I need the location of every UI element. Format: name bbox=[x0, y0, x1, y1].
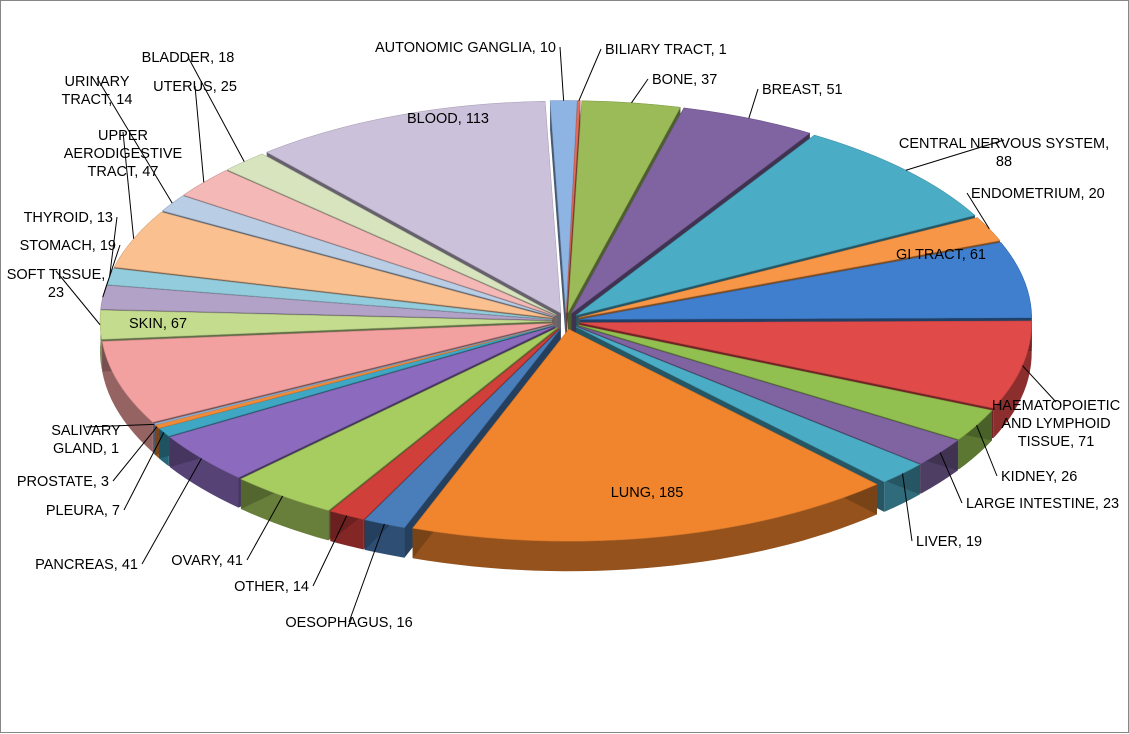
slice-label-ovary: OVARY, 41 bbox=[171, 553, 243, 569]
leader-line-urinary-tract bbox=[96, 77, 173, 204]
slice-liver bbox=[575, 326, 921, 483]
leader-line-pancreas bbox=[141, 458, 202, 565]
leader-line-central-nervous-system bbox=[905, 139, 1005, 171]
slice-label-urinary-tract: URINARY TRACT, 14 bbox=[62, 74, 133, 108]
slice-label-kidney: KIDNEY, 26 bbox=[1001, 469, 1077, 485]
slice-label-skin: SKIN, 67 bbox=[129, 316, 187, 332]
leader-line-endometrium bbox=[966, 192, 990, 230]
leader-line-prostate bbox=[112, 426, 158, 482]
leader-line-other bbox=[312, 515, 348, 587]
slice-side-lung bbox=[412, 484, 877, 572]
slice-wall-autonomic-ganglia-0 bbox=[550, 100, 566, 343]
leader-line-haematopoietic-and-lymphoid-tissue bbox=[1022, 365, 1057, 403]
slice-label-bone: BONE, 37 bbox=[652, 72, 717, 88]
leader-line-autonomic-ganglia bbox=[559, 46, 565, 101]
leader-line-large-intestine bbox=[939, 452, 963, 504]
slice-label-large-intestine: LARGE INTESTINE, 23 bbox=[966, 496, 1119, 512]
slice-label-biliary-tract: BILIARY TRACT, 1 bbox=[605, 42, 727, 58]
leader-line-uterus bbox=[194, 85, 205, 183]
slice-label-lung: LUNG, 185 bbox=[611, 485, 684, 501]
slice-skin bbox=[101, 323, 553, 423]
slice-label-oesophagus: OESOPHAGUS, 16 bbox=[285, 615, 412, 631]
leader-line-bone bbox=[631, 78, 649, 104]
slice-label-soft-tissue: SOFT TISSUE, 23 bbox=[7, 267, 106, 301]
leader-line-breast bbox=[748, 88, 759, 119]
leader-line-liver bbox=[902, 473, 913, 542]
slice-label-uterus: UTERUS, 25 bbox=[153, 79, 237, 95]
slice-side-haematopoietic-and-lymphoid-tissue bbox=[993, 320, 1032, 439]
slice-label-prostate: PROSTATE, 3 bbox=[17, 474, 109, 490]
slice-label-thyroid: THYROID, 13 bbox=[24, 210, 113, 226]
slice-haematopoietic-and-lymphoid-tissue bbox=[579, 320, 1033, 409]
slice-ovary bbox=[240, 327, 558, 511]
slice-salivary-gland bbox=[153, 324, 554, 426]
slice-label-bladder: BLADDER, 18 bbox=[142, 50, 235, 66]
slice-label-blood: BLOOD, 113 bbox=[407, 111, 489, 127]
slice-label-upper-aerodigestive-tract: UPPER AERODIGESTIVE TRACT, 47 bbox=[64, 128, 183, 180]
leader-line-ovary bbox=[246, 495, 284, 561]
slice-label-liver: LIVER, 19 bbox=[916, 534, 982, 550]
slice-lung bbox=[412, 328, 878, 542]
slice-label-breast: BREAST, 51 bbox=[762, 82, 843, 98]
leader-line-salivary-gland bbox=[85, 423, 155, 428]
slice-pancreas bbox=[169, 325, 556, 478]
leader-line-thyroid bbox=[109, 216, 118, 277]
leader-line-stomach bbox=[102, 244, 121, 298]
leader-line-bladder bbox=[187, 56, 245, 162]
slice-label-other: OTHER, 14 bbox=[234, 579, 309, 595]
slice-label-gi-tract: GI TRACT, 61 bbox=[896, 247, 986, 263]
leader-line-pleura bbox=[123, 432, 165, 511]
slice-label-haematopoietic-and-lymphoid-tissue: HAEMATOPOIETIC AND LYMPHOID TISSUE, 71 bbox=[992, 398, 1120, 450]
slice-blood bbox=[266, 100, 562, 314]
slice-label-endometrium: ENDOMETRIUM, 20 bbox=[971, 186, 1105, 202]
leader-line-upper-aerodigestive-tract bbox=[122, 131, 135, 239]
slice-label-central-nervous-system: CENTRAL NERVOUS SYSTEM, 88 bbox=[899, 136, 1109, 170]
leader-line-oesophagus bbox=[348, 523, 385, 623]
slice-label-pleura: PLEURA, 7 bbox=[46, 503, 120, 519]
slice-label-pancreas: PANCREAS, 41 bbox=[35, 557, 138, 573]
slice-label-salivary-gland: SALIVARY GLAND, 1 bbox=[51, 423, 121, 457]
slice-autonomic-ganglia bbox=[549, 100, 578, 313]
slice-bladder bbox=[226, 153, 557, 316]
leader-line-biliary-tract bbox=[578, 48, 602, 101]
slice-bone bbox=[567, 100, 681, 313]
leader-line-soft-tissue bbox=[55, 270, 101, 326]
slice-label-autonomic-ganglia: AUTONOMIC GANGLIA, 10 bbox=[375, 40, 556, 56]
slice-other bbox=[329, 328, 560, 520]
slice-label-stomach: STOMACH, 19 bbox=[20, 238, 116, 254]
slice-gi-tract bbox=[579, 242, 1033, 320]
leader-line-kidney bbox=[976, 425, 998, 477]
